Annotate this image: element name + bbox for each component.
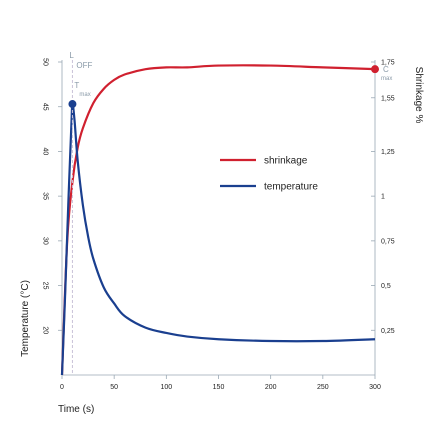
- y-left-tick-label-40: 40: [42, 148, 49, 156]
- off-marker-label: OFF: [76, 61, 92, 70]
- y-left-tick-label-20: 20: [42, 326, 49, 334]
- x-tick-label-150: 150: [213, 384, 225, 391]
- y-left-tick-label-35: 35: [42, 192, 49, 200]
- y-left-tick-label-45: 45: [42, 103, 49, 111]
- tmax-label: T: [74, 81, 79, 90]
- x-tick-label-100: 100: [160, 384, 172, 391]
- x-tick-label-0: 0: [60, 384, 64, 391]
- cmax-label: C: [383, 65, 389, 74]
- y-left-tick-label-30: 30: [42, 237, 49, 245]
- series-layer: [60, 64, 376, 376]
- y-right-tick-label-1: 1: [381, 194, 385, 201]
- x-tick-label-250: 250: [317, 384, 329, 391]
- legend-label-temperature: temperature: [264, 182, 318, 193]
- legend-label-shrinkage: shrinkage: [264, 156, 308, 167]
- off-marker-prefix: L: [69, 51, 74, 60]
- x-tick-label-300: 300: [369, 384, 381, 391]
- y-right-tick-label-1.75: 1,75: [381, 60, 395, 67]
- x-tick-label-50: 50: [110, 384, 118, 391]
- series-line-shrinkage: [60, 64, 376, 376]
- y-axis-left-title: Temperature (°C): [20, 280, 31, 357]
- legend: shrinkage temperature: [220, 156, 318, 193]
- axes: 0 50 100 150 200 250 300 20 25 30 35 40 45 50 0,25 0,5 0…: [42, 58, 395, 391]
- y-right-tick-label-0.5: 0,5: [381, 283, 391, 290]
- cmax-sub: max: [381, 76, 392, 82]
- x-tick-label-200: 200: [265, 384, 277, 391]
- tmax-sub: max: [79, 92, 90, 98]
- y-right-tick-label-1.55: 1,55: [381, 95, 395, 102]
- x-axis-title: Time (s): [58, 404, 94, 415]
- y-right-tick-label-0.25: 0,25: [381, 328, 395, 335]
- y-left-tick-label-50: 50: [42, 58, 49, 66]
- tmax-point: [68, 100, 77, 109]
- y-left-tick-label-25: 25: [42, 282, 49, 290]
- y-right-tick-label-0.75: 0,75: [381, 238, 395, 245]
- y-axis-right-title: Shrinkage %: [413, 67, 424, 124]
- y-right-tick-label-1.25: 1,25: [381, 149, 395, 156]
- cmax-point: [371, 65, 379, 74]
- series-line-temperature: [60, 102, 376, 376]
